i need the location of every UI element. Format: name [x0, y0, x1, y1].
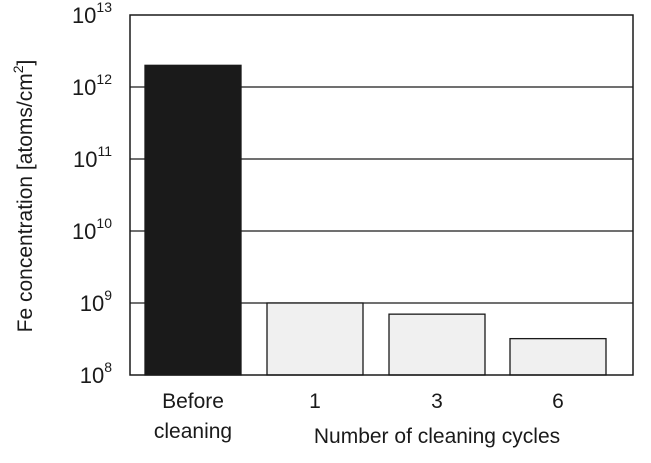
y-axis-label: Fe concentration [atoms/cm2] [10, 60, 37, 333]
y-tick-exponent: 10 [96, 215, 112, 231]
bar-3 [388, 313, 486, 376]
x-category-label: 1 [309, 390, 321, 413]
y-tick-base: 10 [72, 75, 96, 100]
y-tick-exponent: 8 [104, 359, 112, 375]
y-tick-label: 1013 [72, 0, 112, 28]
y-tick-label: 108 [80, 359, 112, 388]
bar-6 [509, 337, 607, 376]
y-tick-label: 1010 [72, 215, 112, 244]
y-tick-base: 10 [80, 363, 104, 388]
y-tick-base: 10 [72, 3, 96, 28]
x-category-label-line: 3 [431, 390, 443, 413]
y-tick-base: 10 [80, 291, 104, 316]
plot-frame [129, 14, 634, 376]
y-tick-label: 1011 [73, 143, 112, 172]
y-tick-exponent: 13 [96, 0, 112, 15]
x-category-label-line: 1 [309, 390, 321, 413]
x-category-label-line: Before [162, 390, 224, 413]
y-axis-label-superscript: 2 [10, 65, 26, 73]
x-category-label: Before cleaning [154, 390, 232, 443]
y-axis-label-main: Fe concentration [atoms/cm [14, 73, 37, 332]
x-category-label-line: 6 [552, 390, 564, 413]
y-tick-label: 1012 [72, 71, 112, 100]
x-category-label: 3 [431, 390, 443, 413]
x-category-label: 6 [552, 390, 564, 413]
y-tick-exponent: 9 [104, 287, 112, 303]
x-axis-label: Number of cleaning cycles [314, 425, 560, 448]
y-tick-exponent: 11 [97, 143, 112, 159]
y-tick-label: 109 [80, 287, 112, 316]
y-tick-exponent: 12 [96, 71, 112, 87]
y-tick-base: 10 [73, 147, 97, 172]
x-category-label-line: cleaning [154, 420, 232, 443]
x-category-labels: Before cleaning 1 3 6 [154, 390, 564, 443]
bar-1 [266, 302, 364, 376]
bar-before-cleaning [144, 64, 242, 376]
bars [144, 64, 607, 376]
y-axis-label-suffix: ] [14, 60, 37, 66]
y-tick-base: 10 [72, 219, 96, 244]
